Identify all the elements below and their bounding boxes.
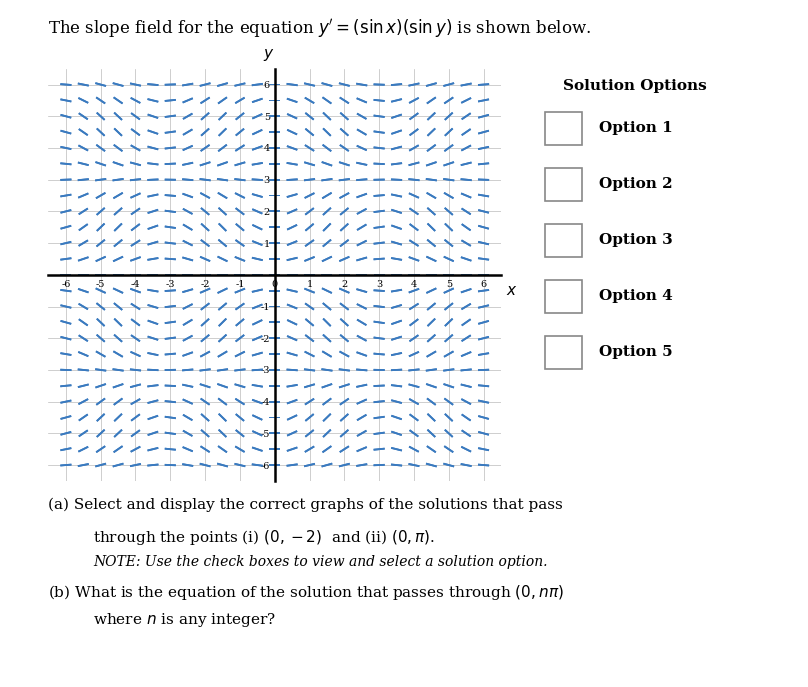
Bar [545, 111, 582, 144]
Text: where $n$ is any integer?: where $n$ is any integer? [93, 611, 276, 629]
X-axis label: $x$: $x$ [507, 284, 518, 298]
Y-axis label: $y$: $y$ [263, 47, 275, 63]
Text: Option 2: Option 2 [599, 177, 672, 191]
Text: Option 3: Option 3 [599, 233, 672, 247]
Text: NOTE: Use the check boxes to view and select a solution option.: NOTE: Use the check boxes to view and se… [93, 555, 548, 569]
Text: Option 1: Option 1 [599, 121, 672, 135]
Text: The slope field for the equation $y' = (\sin x)(\sin y)$ is shown below.: The slope field for the equation $y' = (… [48, 17, 591, 40]
Text: (b) What is the equation of the solution that passes through $(0, n\pi)$: (b) What is the equation of the solution… [48, 583, 564, 602]
Bar [545, 224, 582, 257]
Text: Option 4: Option 4 [599, 289, 672, 303]
Bar [545, 168, 582, 201]
Text: (a) Select and display the correct graphs of the solutions that pass: (a) Select and display the correct graph… [48, 498, 563, 513]
Bar [545, 336, 582, 369]
Text: Option 5: Option 5 [599, 346, 672, 359]
Text: Solution Options: Solution Options [563, 78, 707, 93]
Bar [545, 280, 582, 313]
Text: through the points (i) $(0,-2)$  and (ii) $(0,\pi)$.: through the points (i) $(0,-2)$ and (ii)… [93, 528, 435, 547]
